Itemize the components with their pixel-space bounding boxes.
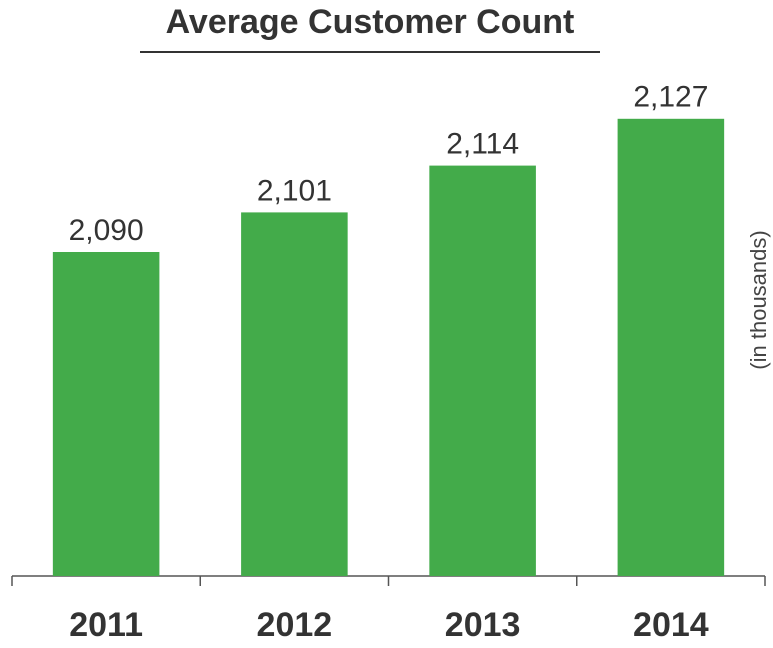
- bar: [617, 118, 725, 577]
- bar: [52, 252, 160, 576]
- y-axis-label: (in thousands): [746, 230, 771, 369]
- data-label: 2,127: [633, 81, 708, 114]
- bar: [241, 212, 348, 576]
- data-label: 2,090: [69, 214, 144, 247]
- x-tick-label: 2013: [445, 606, 521, 644]
- x-tick-label: 2012: [257, 606, 333, 644]
- x-tick-label: 2014: [633, 606, 709, 644]
- data-label: 2,114: [446, 128, 519, 161]
- x-tick-label: 2011: [69, 606, 143, 644]
- data-label: 2,101: [257, 174, 332, 207]
- chart-title: Average Customer Count: [166, 3, 575, 41]
- bar: [429, 165, 536, 576]
